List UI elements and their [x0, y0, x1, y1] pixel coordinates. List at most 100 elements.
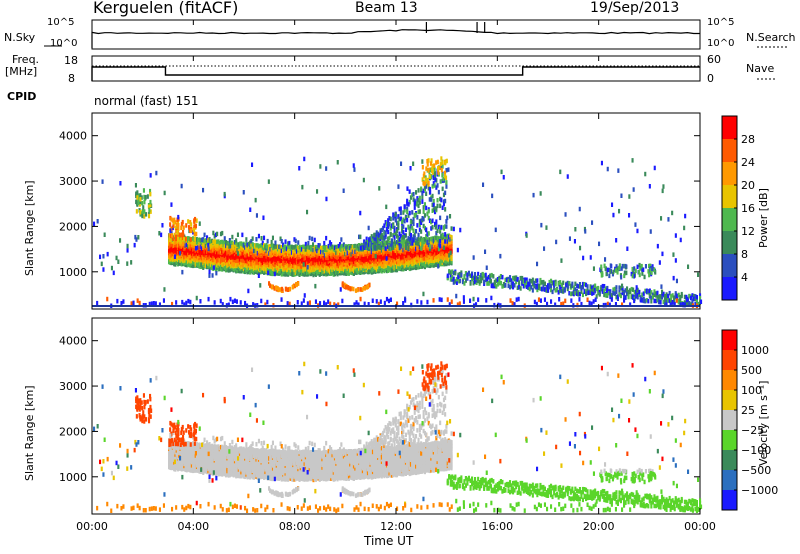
power-cell — [274, 285, 277, 290]
power-cell — [409, 259, 412, 265]
power-cell — [447, 241, 450, 246]
power-cell — [349, 261, 352, 266]
power-cell — [402, 260, 405, 266]
power-cell — [554, 302, 557, 307]
power-cell — [274, 249, 277, 254]
power-cell — [586, 284, 589, 289]
power-cell — [269, 244, 272, 249]
power-cell — [557, 282, 560, 287]
power-cell — [340, 237, 343, 242]
power-cell — [510, 278, 513, 283]
power-cell — [249, 261, 252, 267]
power-cell — [440, 234, 443, 239]
power-cell — [595, 286, 598, 292]
power-cell — [434, 225, 437, 230]
power-cell — [251, 251, 254, 257]
power-cell — [545, 225, 548, 230]
power-cell — [446, 233, 449, 239]
power-cell — [307, 240, 310, 246]
power-cell — [401, 263, 404, 268]
power-cell — [444, 190, 447, 196]
power-cell — [265, 266, 268, 272]
power-cell — [439, 246, 442, 251]
power-cell — [444, 160, 447, 166]
power-cell — [404, 262, 407, 268]
power-cell — [533, 299, 536, 305]
power-cell — [699, 293, 702, 298]
power-cell — [208, 251, 211, 256]
power-cell — [175, 249, 178, 255]
power-cell — [550, 299, 553, 304]
power-cell — [426, 299, 429, 305]
power-cell — [437, 236, 440, 241]
power-cell — [412, 238, 415, 243]
power-cell — [408, 199, 411, 205]
power-cell — [440, 254, 443, 259]
power-cell — [211, 273, 214, 278]
power-cell — [427, 186, 430, 191]
power-cell — [624, 263, 627, 269]
power-cell — [585, 289, 588, 294]
power-cell — [139, 193, 142, 198]
power-cell — [355, 262, 358, 267]
power-cell — [569, 291, 572, 297]
power-cell — [439, 179, 442, 184]
power-cell — [550, 287, 553, 293]
power-cell — [214, 239, 217, 245]
power-cell — [312, 272, 315, 278]
power-cell — [388, 260, 391, 265]
power-cell — [238, 244, 241, 249]
power-cell — [452, 276, 455, 282]
power-cell — [401, 229, 404, 234]
power-cell — [244, 269, 247, 275]
power-cell — [374, 261, 377, 267]
power-cell — [342, 188, 345, 193]
power-cell — [375, 230, 378, 235]
power-cell — [259, 266, 262, 271]
power-cell — [486, 281, 489, 286]
power-cell — [375, 235, 378, 241]
power-cell — [435, 219, 438, 224]
power-cell — [432, 202, 435, 208]
power-cell — [428, 237, 431, 242]
power-cell — [155, 170, 158, 176]
power-cell — [415, 265, 418, 271]
power-cell — [176, 261, 179, 267]
power-cell — [619, 285, 622, 291]
power-cell — [519, 275, 522, 281]
power-cell — [653, 165, 656, 171]
power-cell — [689, 295, 692, 301]
power-cell — [420, 264, 423, 269]
power-cell — [534, 285, 537, 290]
power-cell — [383, 254, 386, 259]
power-cell — [406, 209, 409, 214]
power-cell — [692, 296, 695, 302]
power-cell — [297, 264, 300, 269]
power-cell — [422, 223, 425, 229]
power-cell — [390, 248, 393, 253]
power-cell — [645, 298, 648, 303]
power-cell — [303, 272, 306, 277]
power-cell — [214, 254, 217, 259]
power-cell — [302, 255, 305, 261]
power-cell — [390, 262, 393, 267]
power-cell — [308, 245, 311, 250]
power-cell — [633, 289, 636, 295]
power-cell — [404, 266, 407, 271]
power-cell — [389, 246, 392, 252]
power-cell — [292, 249, 295, 255]
power-cell — [312, 260, 315, 265]
power-cell — [289, 268, 292, 273]
power-cell — [178, 242, 181, 247]
power-cell — [436, 259, 439, 265]
power-cell — [185, 258, 188, 264]
power-cell — [327, 255, 330, 261]
power-cell — [363, 266, 366, 271]
power-cell — [394, 259, 397, 264]
power-cell — [282, 261, 285, 266]
power-cell — [271, 248, 274, 254]
power-cell — [216, 246, 219, 251]
power-cell — [316, 270, 319, 275]
power-cell — [303, 256, 306, 261]
power-cell — [350, 244, 353, 249]
